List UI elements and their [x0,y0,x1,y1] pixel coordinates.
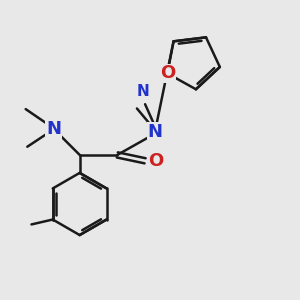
Text: N: N [46,120,61,138]
Text: N: N [137,84,150,99]
Text: O: O [160,64,175,82]
Text: O: O [148,152,164,170]
Text: N: N [147,123,162,141]
